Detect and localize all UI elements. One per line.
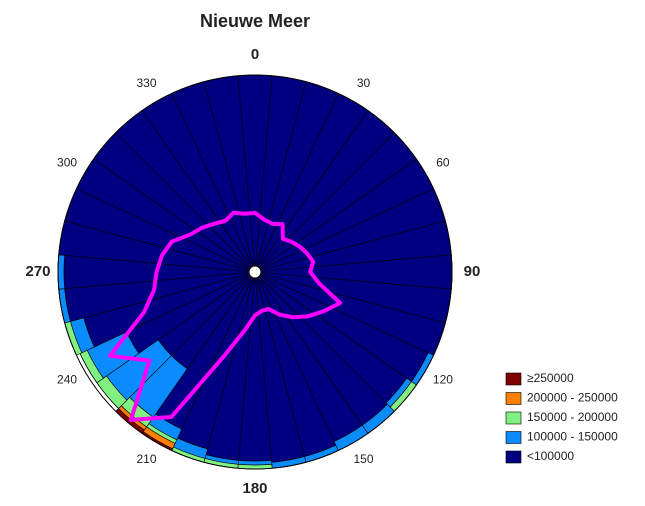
legend-swatch [505,392,522,405]
legend-label: 100000 - 150000 [527,430,618,444]
sector-segment [57,254,65,290]
angle-tick-label: 30 [357,76,371,90]
legend-label: 150000 - 200000 [527,410,618,424]
outer-ring [57,74,453,470]
sector-segment [237,460,273,466]
angle-tick-label: 0 [251,46,259,63]
legend-swatch [505,372,522,386]
legend-swatch [505,431,522,444]
center-dot [248,265,262,279]
line [107,210,343,422]
legend-swatch [505,411,522,425]
legend-label: ≥250000 [527,371,574,385]
angle-tick-label: 180 [242,480,267,497]
angle-tick-label: 90 [464,263,481,280]
angle-tick-label: 240 [57,373,77,387]
angle-tick-label: 300 [57,156,77,170]
angle-tick-label: 150 [353,452,373,466]
angle-tick-label: 120 [433,373,453,387]
chart-title: Nieuwe Meer [200,11,310,31]
angle-tick-label: 60 [436,156,450,170]
legend-swatch [505,450,522,464]
legend-label: <100000 [527,449,574,463]
angle-tick-label: 270 [25,263,50,280]
legend-label: 200000 - 250000 [527,391,618,405]
angle-tick-label: 330 [136,76,156,90]
angle-tick-label: 210 [136,452,156,466]
